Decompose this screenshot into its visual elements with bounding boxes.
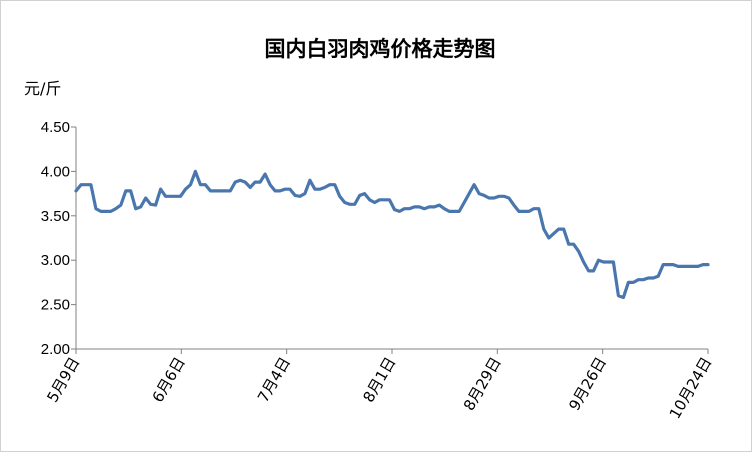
chart-title: 国内白羽肉鸡价格走势图 bbox=[265, 37, 496, 61]
axes bbox=[71, 126, 709, 354]
x-tick-labels: 5月9日 6月6日 7月4日 8月1日 8月29日 9月26日 10月24日 bbox=[43, 354, 715, 422]
y-tick-label: 2.50 bbox=[41, 297, 70, 314]
y-tick-labels: 2.00 2.50 3.00 3.50 4.00 4.50 bbox=[41, 119, 70, 358]
price-series-line bbox=[74, 169, 710, 300]
x-tick-label: 9月26日 bbox=[565, 354, 610, 414]
y-tick-label: 3.50 bbox=[41, 208, 70, 225]
plot-area bbox=[74, 169, 710, 300]
x-tick-label: 10月24日 bbox=[666, 354, 716, 422]
y-tick-label: 3.00 bbox=[41, 252, 70, 269]
y-tick-label: 4.50 bbox=[41, 119, 70, 136]
x-tick-label: 8月1日 bbox=[359, 354, 399, 406]
y-tick-label: 2.00 bbox=[41, 341, 70, 358]
y-tick-label: 4.00 bbox=[41, 163, 70, 180]
x-tick-label: 6月6日 bbox=[149, 354, 189, 406]
x-tick-label: 8月29日 bbox=[460, 354, 505, 414]
x-tick-label: 5月9日 bbox=[43, 354, 83, 406]
y-axis-unit-label: 元/斤 bbox=[24, 79, 61, 98]
x-tick-label: 7月4日 bbox=[254, 354, 294, 406]
